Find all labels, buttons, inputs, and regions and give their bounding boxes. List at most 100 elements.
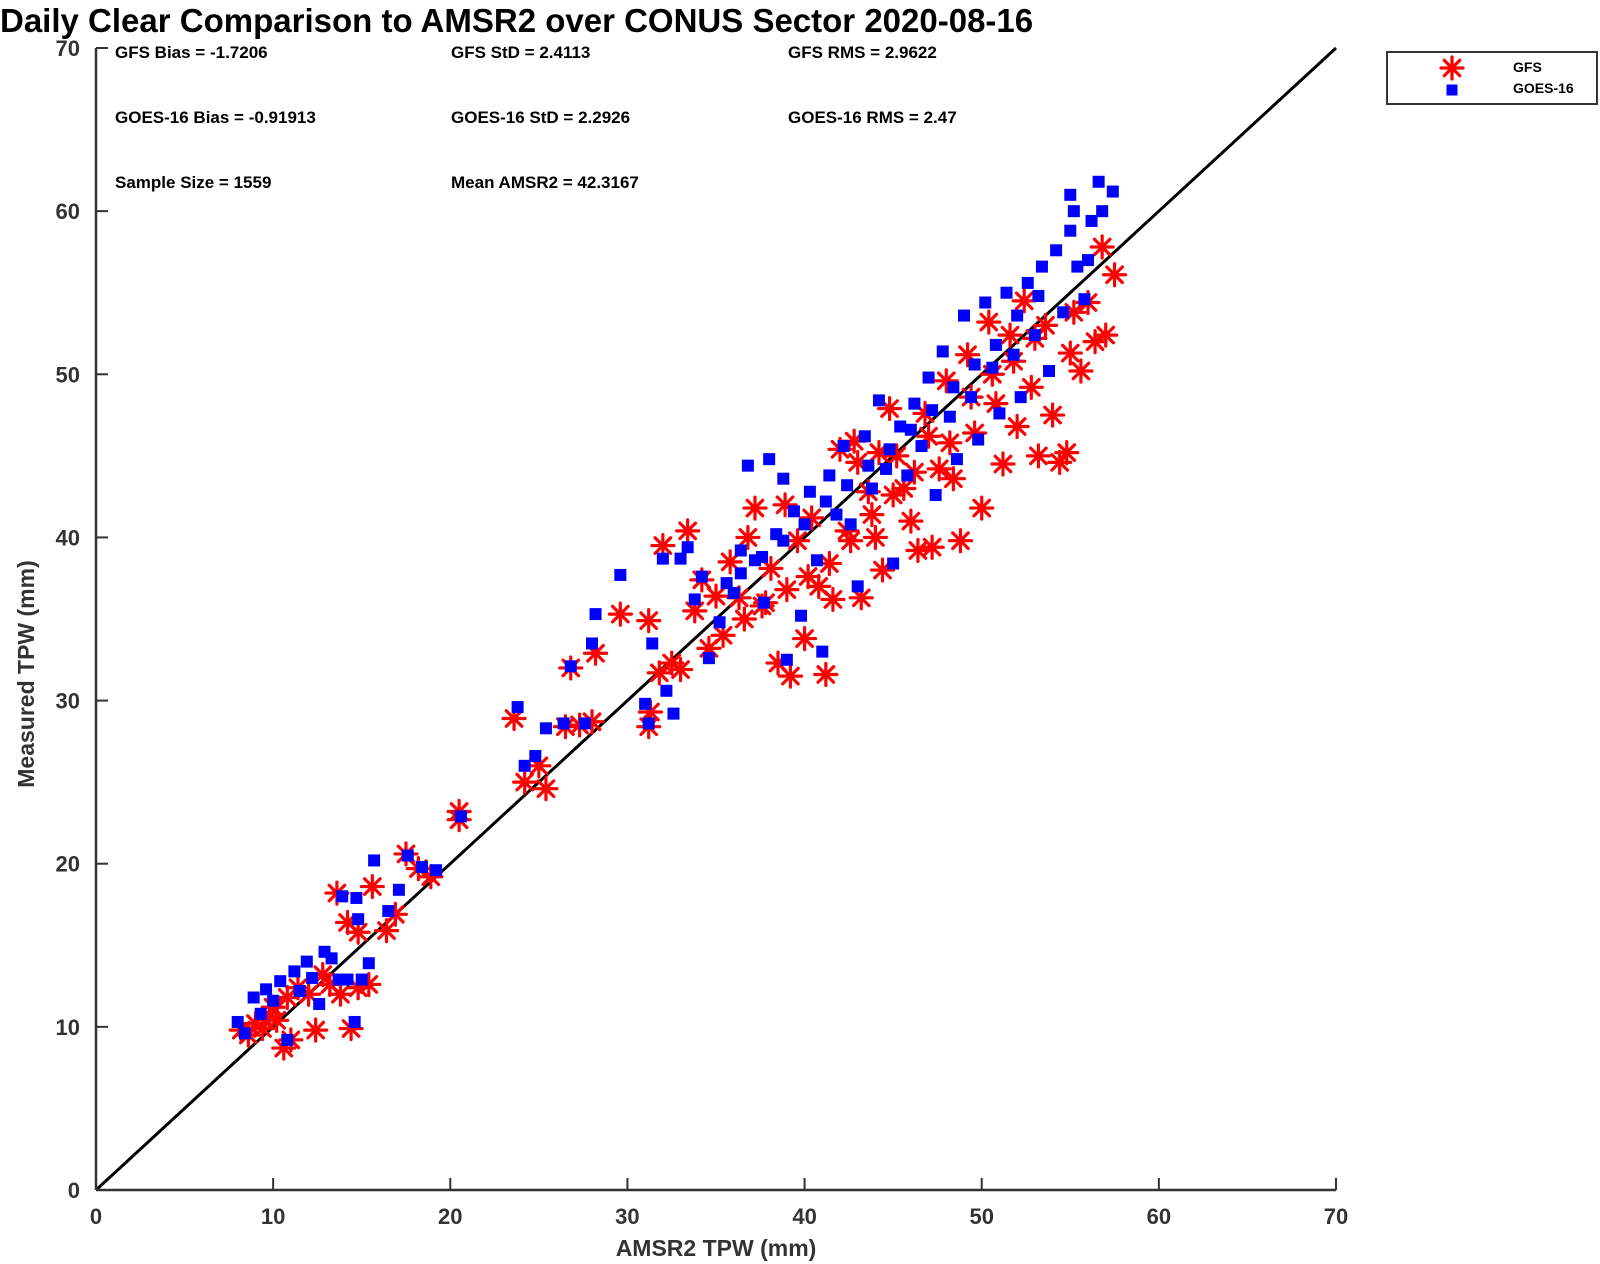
goes16-point [756,551,769,564]
gfs-point [501,705,527,732]
gfs-point [784,528,811,554]
goes16-point [646,637,659,650]
gfs-point [327,981,354,1007]
gfs-point [880,482,906,508]
legend-box [1386,51,1598,105]
y-tick-label: 0 [68,1178,80,1203]
goes16-series-layer [231,175,1119,1046]
goes16-point [872,394,885,407]
goes16-point [518,759,531,772]
goes16-point [958,309,970,322]
gfs-point [1101,262,1128,288]
goes16-point [247,991,260,1004]
goes16-point [734,567,747,580]
goes16-point [734,544,747,557]
gfs-point [359,873,385,900]
ticks-layer: 0 10 20 30 40 50 60 70 0 10 20 30 40 50 60 70 [56,36,1349,1229]
goes16-point [539,722,552,735]
goes16-point [352,913,365,926]
gfs-point [859,501,885,528]
goes16-point [300,955,313,968]
goes16-point [578,717,591,730]
goes16-point [1071,260,1084,273]
goes16-point [798,518,811,531]
y-tick-label: 70 [56,36,80,61]
goes16-point [904,423,917,436]
goes16-point [557,717,570,730]
legend-gfs-marker [1439,55,1465,81]
gfs-point [742,495,768,521]
goes16-point [929,489,942,502]
goes16-point [844,518,857,531]
goes16-point [529,750,542,763]
gfs-point [774,577,800,603]
gfs-point [1057,340,1083,366]
goes-rms-label: GOES-16 RMS = 2.47 [788,108,957,127]
goes16-point [454,810,467,823]
gfs-point [997,322,1023,348]
gfs-point [1039,402,1066,428]
gfs-point [533,776,559,802]
goes16-point [564,660,577,673]
goes16-point [816,645,829,658]
goes16-point [1106,185,1119,198]
goes16-point [915,440,928,453]
gfs-point [1047,449,1073,475]
goes16-point [674,552,687,565]
goes16-point [325,952,338,965]
gfs-point [1011,288,1037,314]
goes16-point [260,983,273,996]
goes16-point [901,469,914,482]
goes16-point [795,609,808,622]
gfs-point [1054,439,1080,466]
goes16-point [862,459,875,472]
gfs-point [735,524,761,551]
gfs-point [791,625,818,652]
goes16-point [887,557,900,570]
gfs-point [933,368,959,394]
gfs-point [898,508,924,534]
goes16-point [894,420,907,433]
mean-amsr2-label: Mean AMSR2 = 42.3167 [451,173,639,192]
gfs-point [1025,443,1052,469]
goes16-point [392,883,405,896]
goes16-point [430,864,443,877]
gfs-point [607,601,633,627]
goes16-point [681,541,694,554]
goes16-point [1043,365,1056,378]
y-tick-label: 50 [56,362,80,387]
gfs-point [1004,413,1030,440]
goes16-point [823,469,836,482]
goes16-point [858,430,871,443]
gfs-series-layer [228,234,1128,1061]
gfs-point [876,395,903,422]
stats-annotations: GFS Bias = -1.7206 GFS StD = 2.4113 GFS … [115,43,957,192]
goes16-point [993,407,1006,420]
goes16-point [1050,244,1063,257]
legend-gfs-asterisk [1439,55,1465,81]
goes16-point [810,554,823,567]
goes16-point [614,568,627,581]
goes16-point [943,410,956,423]
goes16-point [1064,188,1077,201]
goes16-point [777,534,790,547]
gfs-point [862,524,889,551]
y-tick-label: 40 [56,525,80,550]
goes16-point [688,593,701,606]
goes16-point [511,701,524,714]
x-tick-label: 0 [90,1204,102,1229]
goes16-point [851,580,864,593]
gfs-point [940,466,966,492]
goes16-point [841,479,854,492]
goes16-point [382,905,395,918]
goes16-point [288,965,301,978]
gfs-point [820,586,846,613]
goes16-point [667,707,680,720]
goes16-point [1011,309,1024,322]
goes16-point [589,608,602,621]
goes16-point [1028,329,1041,342]
gfs-point [303,1017,329,1043]
goes16-point [727,586,740,599]
goes16-point [968,358,981,371]
goes16-point [757,596,770,609]
